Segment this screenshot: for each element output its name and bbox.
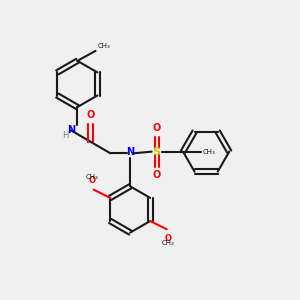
Text: CH₃: CH₃ bbox=[97, 43, 110, 49]
Text: CH₃: CH₃ bbox=[85, 174, 98, 180]
Text: S: S bbox=[153, 147, 160, 157]
Text: O: O bbox=[88, 176, 95, 185]
Text: O: O bbox=[165, 234, 172, 243]
Text: O: O bbox=[86, 110, 95, 120]
Text: CH₃: CH₃ bbox=[162, 240, 175, 246]
Text: N: N bbox=[126, 147, 134, 157]
Text: N: N bbox=[67, 125, 75, 135]
Text: H: H bbox=[62, 130, 68, 140]
Text: O: O bbox=[152, 170, 161, 181]
Text: CH₃: CH₃ bbox=[203, 149, 216, 155]
Text: O: O bbox=[152, 123, 161, 133]
